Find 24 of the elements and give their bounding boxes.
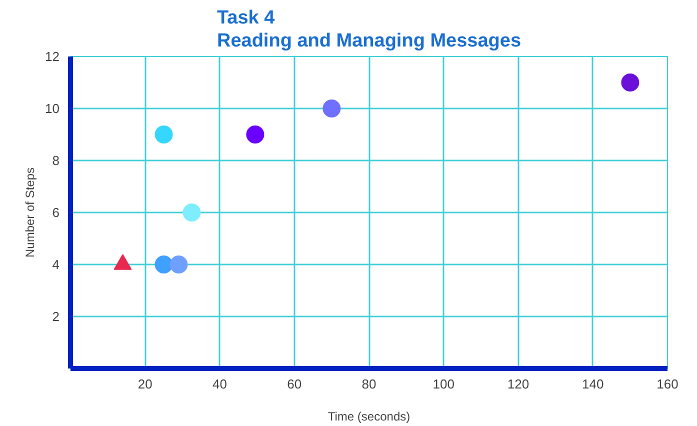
- chart-title: Task 4 Reading and Managing Messages: [216, 7, 522, 52]
- y-tick-label: 2: [52, 309, 60, 324]
- x-tick-label: 60: [287, 376, 302, 392]
- y-tick-label: 6: [52, 205, 60, 220]
- point: [322, 100, 341, 118]
- point: [246, 126, 264, 144]
- point: [154, 126, 173, 144]
- point: [154, 256, 173, 274]
- point: [170, 256, 188, 274]
- y-tick-label: 12: [45, 49, 60, 64]
- y-axis-title: Number of Steps: [23, 167, 38, 258]
- point: [182, 204, 201, 222]
- y-tick-label: 8: [52, 153, 60, 168]
- x-tick-label: 80: [362, 376, 376, 392]
- x-tick-label: 100: [432, 376, 454, 392]
- x-tick-label: 20: [138, 376, 152, 392]
- y-tick-label: 10: [45, 101, 60, 116]
- x-tick-label: 40: [212, 376, 227, 392]
- x-axis-title: Time (seconds): [328, 410, 410, 424]
- x-tick-label: 140: [582, 376, 604, 392]
- point: [621, 74, 640, 92]
- x-tick-label: 160: [656, 376, 678, 392]
- x-tick-label: 120: [507, 376, 530, 392]
- y-tick-label: 4: [52, 257, 60, 272]
